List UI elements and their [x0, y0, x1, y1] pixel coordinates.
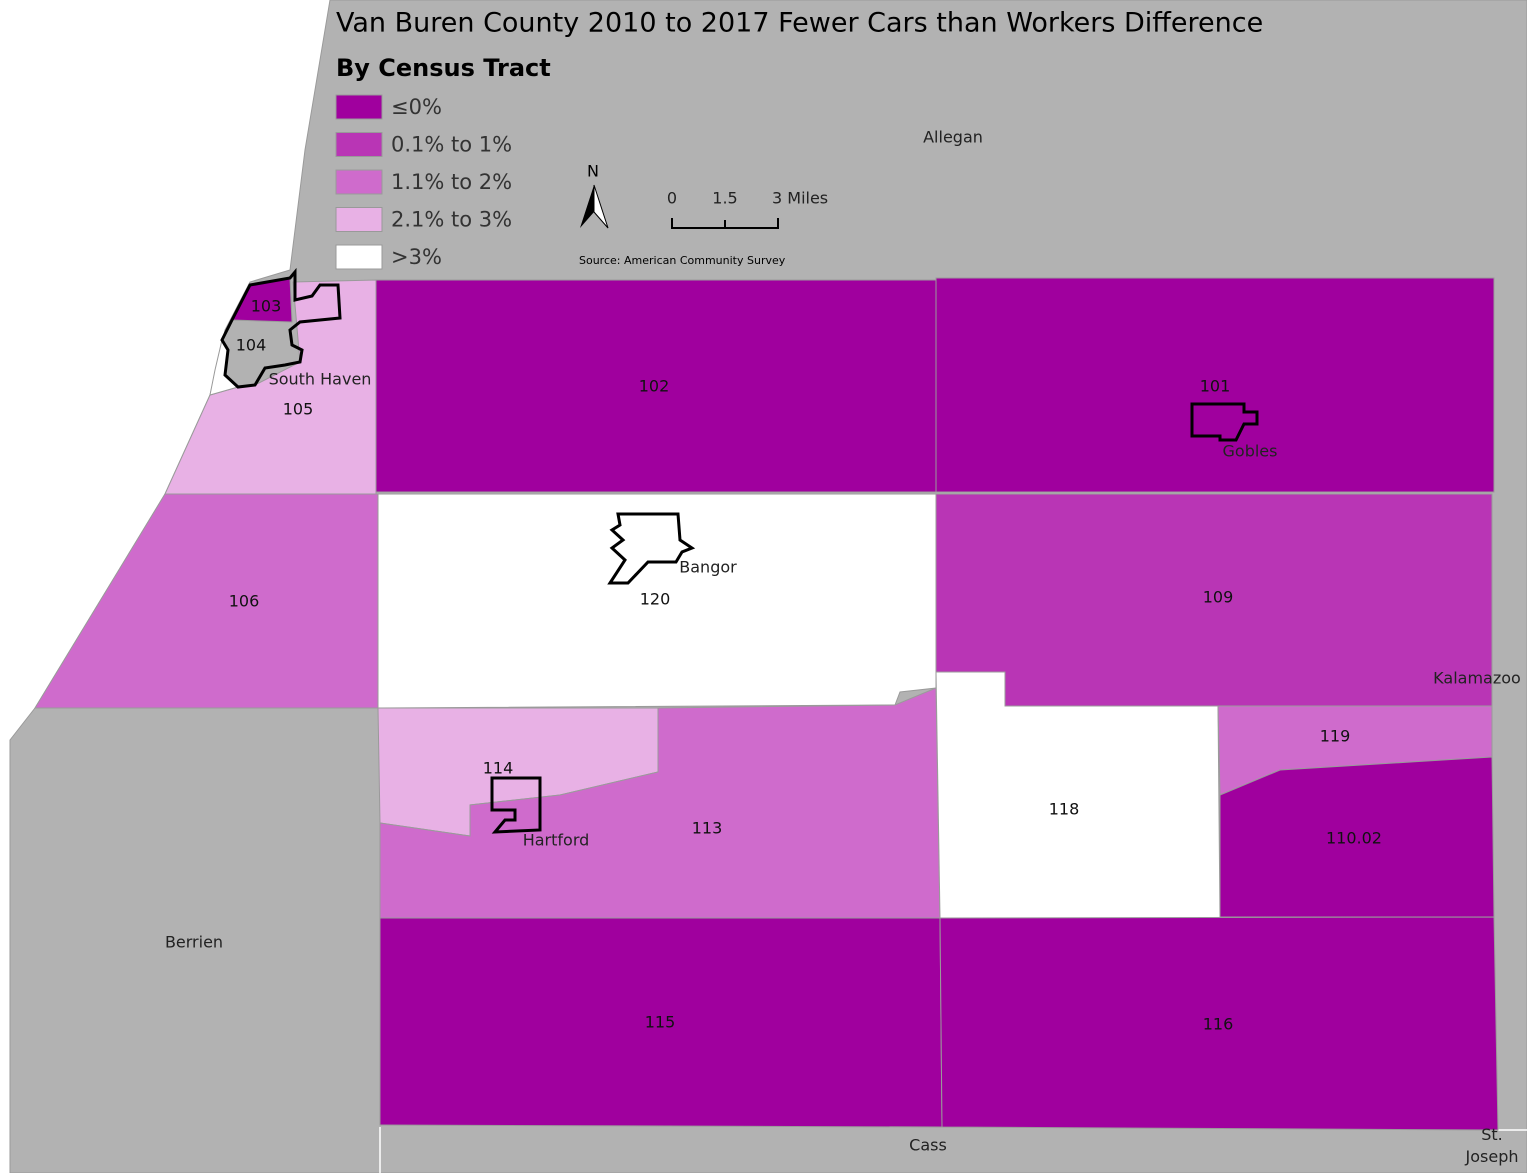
tracts [34, 277, 1499, 1131]
source: Source: American Community Survey [579, 254, 786, 267]
tract-label: 101 [1200, 377, 1231, 396]
scale-label: 3 Miles [772, 189, 828, 208]
county-label: St. Joseph [1465, 1125, 1519, 1166]
tract-label: 118 [1049, 800, 1080, 819]
scale-label: 0 [667, 189, 677, 208]
tract [935, 671, 1221, 919]
tract [935, 277, 1495, 493]
map-title: Van Buren County 2010 to 2017 Fewer Cars… [336, 8, 1263, 39]
place-label: Hartford [523, 831, 590, 850]
city-outline [220, 267, 342, 389]
legend-label: 2.1% to 3% [391, 208, 512, 232]
map-subtitle: By Census Tract [336, 54, 551, 82]
tract [1219, 756, 1495, 918]
tract-label: 110.02 [1326, 829, 1382, 848]
scale-bar [671, 218, 779, 229]
tract-label: 120 [640, 590, 671, 609]
tract-label: 113 [692, 819, 723, 838]
city-outlines [220, 267, 1259, 834]
legend-swatch [335, 169, 383, 195]
north-arrow: N [580, 162, 609, 229]
legend-label: ≤0% [391, 95, 442, 119]
place-label: South Haven [269, 370, 372, 389]
tract-label: 119 [1320, 727, 1351, 746]
tract-label: 106 [229, 592, 260, 611]
city-outline [490, 776, 542, 834]
legend-label: 0.1% to 1% [391, 133, 512, 157]
city-outline [607, 512, 696, 585]
tract-label: 109 [1203, 588, 1234, 607]
tract-label: 103 [251, 297, 282, 316]
tract [939, 916, 1499, 1131]
place-label: Bangor [679, 558, 737, 577]
county-label: Berrien [165, 933, 223, 952]
tract-label: 102 [639, 377, 670, 396]
county-label: Kalamazoo [1433, 669, 1521, 688]
legend-label: >3% [391, 245, 442, 269]
scale-label: 1.5 [712, 189, 737, 208]
tract-label: 115 [645, 1013, 676, 1032]
tract-label: 114 [483, 759, 514, 778]
county-label: Cass [909, 1136, 947, 1155]
legend-swatch [335, 132, 383, 157]
legend-swatch [335, 207, 383, 232]
tract-label: 105 [283, 400, 314, 419]
arrow-left [580, 185, 594, 228]
county-label: Allegan [923, 128, 983, 147]
legend-swatch [335, 244, 383, 270]
north-label: N [587, 162, 599, 181]
place-label: Gobles [1223, 442, 1278, 461]
legend: ≤0% 0.1% to 1% 1.1% to 2% 2.1% to 3% >3% [335, 94, 512, 270]
tract-label: 116 [1203, 1015, 1234, 1034]
legend-swatch [335, 94, 383, 120]
legend-label: 1.1% to 2% [391, 170, 512, 194]
city-outline [1190, 402, 1259, 442]
arrow-right [593, 184, 609, 229]
tract-label: 104 [236, 336, 267, 355]
